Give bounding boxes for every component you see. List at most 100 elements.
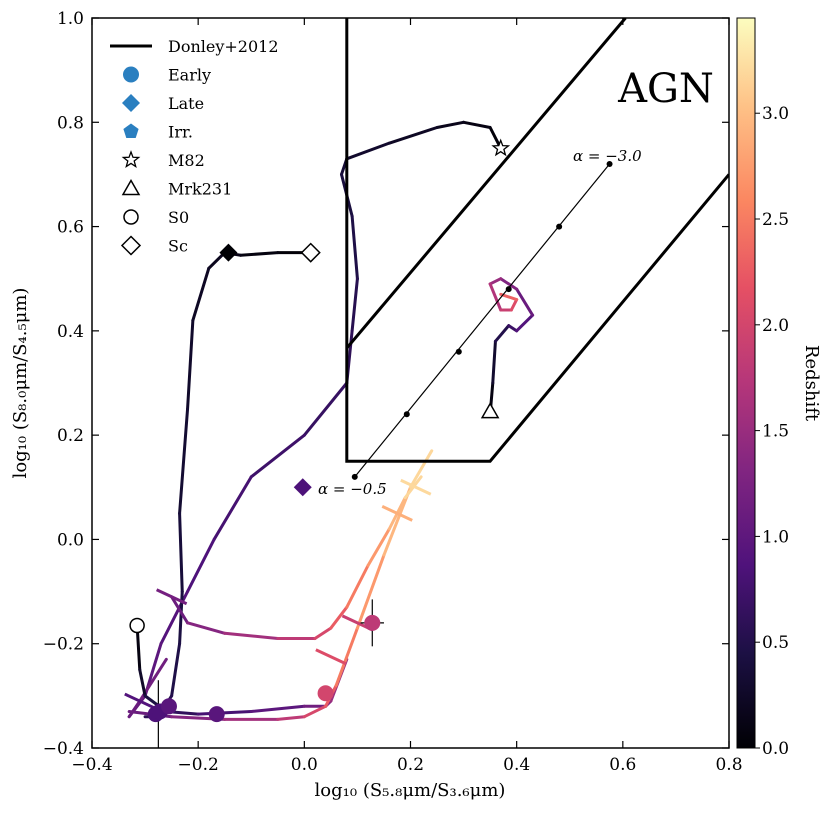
donley-lower-boundary	[345, 18, 729, 463]
legend-label: M82	[168, 151, 205, 170]
y-tick-label: −0.2	[43, 635, 84, 655]
track-segment	[302, 704, 328, 719]
marker-late-z1	[293, 478, 312, 497]
redshift-tick	[381, 504, 413, 522]
power-law-dot	[505, 286, 512, 293]
colorbar	[736, 17, 756, 749]
track-segment	[350, 214, 359, 281]
y-tick-label: −0.4	[43, 739, 84, 759]
track-segment	[170, 595, 190, 625]
power-law-line	[351, 161, 613, 480]
power-law-dot	[606, 161, 613, 167]
track-segment	[499, 277, 519, 291]
legend-label: Mrk231	[168, 180, 232, 199]
y-tick-label: 0.4	[57, 322, 84, 342]
alpha-high-label: α = −3.0	[573, 147, 642, 165]
track-segment	[196, 710, 253, 716]
donley-wedge	[345, 18, 729, 463]
track-segment	[345, 564, 370, 609]
marker-early	[317, 685, 334, 702]
y-tick-label: 0.8	[57, 113, 84, 133]
legend-marker-s0	[123, 209, 139, 225]
marker-s0	[129, 617, 145, 634]
redshift-tick-marks	[124, 478, 432, 710]
track-segment	[387, 126, 439, 145]
marker-early	[208, 706, 225, 723]
template-markers	[129, 138, 511, 748]
y-axis-title: log₁₀ (S₈.₀μm/S₄.₅μm)	[10, 288, 31, 479]
power-law-dot	[403, 411, 410, 418]
marker-late-z0	[219, 243, 238, 262]
colorbar-tick-label: 0.0	[762, 739, 789, 759]
track-segment	[509, 298, 519, 312]
track-segment	[302, 381, 349, 437]
track-segment	[186, 318, 195, 411]
redshift-tick	[155, 588, 188, 606]
y-tick-label: 0.6	[57, 218, 84, 238]
marker-m82	[491, 138, 511, 157]
legend-marker-sc	[120, 235, 142, 256]
legend-label: Sc	[168, 237, 188, 256]
redshift-tick	[124, 692, 156, 710]
track-segment	[249, 433, 306, 479]
track-sc	[143, 251, 312, 719]
x-axis-title: log₁₀ (S₅.₈μm/S₃.₆μm)	[315, 780, 506, 801]
x-tick-label: −0.4	[71, 755, 112, 775]
marker-early	[364, 614, 381, 631]
track-segment	[409, 449, 434, 489]
track-segment	[178, 407, 190, 515]
track-segment	[223, 631, 280, 640]
colorbar-tick-label: 1.0	[762, 527, 789, 547]
power-law-dot	[455, 348, 462, 355]
track-segment	[366, 527, 391, 567]
track-segment	[515, 287, 535, 317]
track-segment	[515, 313, 535, 333]
y-axis-ticks: −0.4 −0.2 0.0 0.2 0.4 0.6 0.8 1.0	[43, 9, 729, 759]
redshift-tick	[400, 478, 432, 496]
power-law-segment	[354, 163, 611, 478]
colorbar-tick-label: 2.0	[762, 316, 789, 336]
legend-marker-early	[123, 66, 139, 83]
track-segment	[178, 511, 184, 594]
legend-label: Early	[168, 66, 211, 85]
track-segment	[350, 277, 359, 333]
track-segment	[239, 251, 280, 257]
power-law-dot	[351, 473, 358, 480]
track-segment	[462, 120, 492, 129]
legend-marker-late	[122, 94, 140, 112]
track-segment	[313, 626, 333, 640]
colorbar-tick-label: 2.5	[762, 210, 789, 230]
power-law-dot	[556, 223, 563, 230]
track-segment	[507, 324, 519, 333]
x-tick-label: 0.2	[397, 755, 424, 775]
legend-marker-irr	[123, 123, 139, 138]
y-tick-label: 0.2	[57, 426, 84, 446]
track-segment	[345, 141, 391, 161]
legend-label: Irr.	[168, 123, 193, 142]
x-axis-ticks: −0.4 −0.2 0.0 0.2 0.4 0.6 0.8	[71, 18, 743, 775]
agn-region-label: AGN	[617, 66, 714, 112]
track-segment	[186, 621, 227, 635]
x-tick-label: 0.4	[503, 755, 530, 775]
track-segment	[186, 537, 216, 594]
track-segment	[170, 642, 182, 698]
marker-mrk231	[480, 402, 500, 419]
colorbar-ticks: 0.0 0.5 1.0 1.5 2.0 2.5 3.0	[755, 104, 789, 759]
track-segment	[191, 266, 211, 322]
galaxy-tracks	[127, 120, 535, 721]
track-segment	[435, 120, 466, 129]
legend-marker-m82	[121, 150, 141, 168]
y-tick-label: 0.0	[57, 530, 84, 550]
y-tick-label: 1.0	[57, 9, 84, 29]
track-segment	[249, 704, 306, 713]
track-segment	[334, 626, 359, 687]
colorbar-tick-label: 0.5	[762, 633, 789, 653]
marker-sc	[300, 242, 321, 263]
donley-upper-boundary	[345, 18, 627, 350]
track-segment	[127, 699, 142, 719]
track-segment	[355, 553, 386, 630]
track-segment	[493, 324, 511, 343]
track-segment	[212, 475, 253, 541]
track-early	[170, 475, 423, 640]
